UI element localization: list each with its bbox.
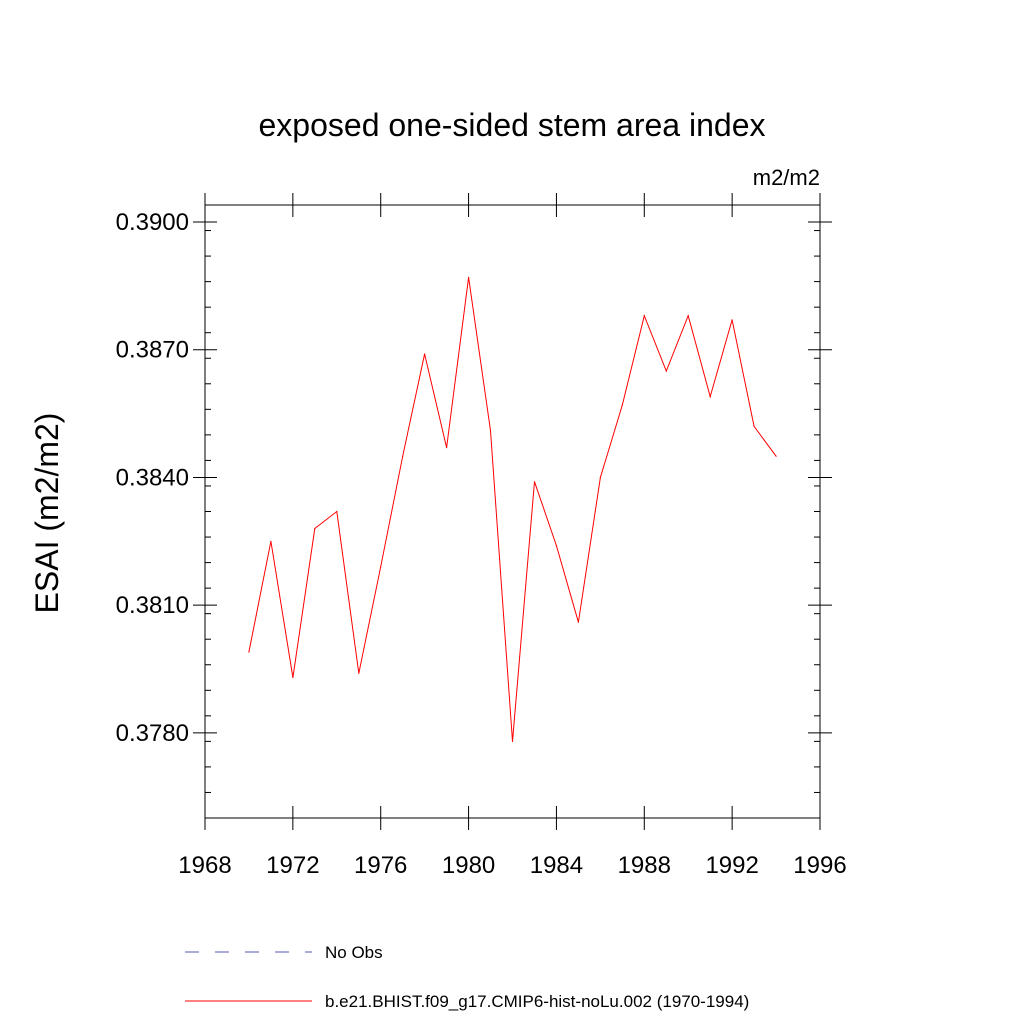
y-tick-labels: 0.3780 0.3810 0.3840 0.3870 0.3900 [116, 209, 189, 747]
legend-label: b.e21.BHIST.f09_g17.CMIP6-hist-noLu.002 … [325, 992, 749, 1011]
data-point [665, 370, 667, 372]
data-point [753, 425, 755, 427]
data-point [446, 447, 448, 449]
x-tick-label: 1972 [266, 852, 319, 879]
data-point [599, 476, 602, 478]
x-tick-label: 1984 [530, 852, 583, 879]
series-layer [248, 276, 777, 743]
plot-frame [204, 204, 821, 819]
legend: No Obs b.e21.BHIST.f09_g17.CMIP6-hist-noL… [185, 943, 749, 1011]
data-point [270, 540, 272, 542]
data-point [424, 353, 426, 355]
y-tick-label: 0.3840 [116, 464, 189, 491]
x-tick-label: 1996 [793, 852, 846, 879]
y-axis-title: ESAI (m2/m2) [29, 413, 65, 614]
data-point [336, 510, 338, 513]
data-point [358, 672, 360, 674]
y-tick-label: 0.3780 [116, 720, 189, 747]
y-tick-label: 0.3810 [116, 592, 189, 619]
data-point [292, 676, 294, 679]
x-tick-labels: 1968 1972 1976 1980 1984 1988 1992 1996 [178, 852, 846, 879]
data-point [489, 430, 492, 432]
x-tick-label: 1976 [354, 852, 407, 879]
series-line [248, 277, 777, 742]
x-tick-label: 1980 [442, 852, 495, 879]
data-point [621, 404, 623, 406]
data-point [643, 315, 645, 317]
chart-title: exposed one-sided stem area index [259, 107, 766, 143]
data-point [402, 455, 404, 457]
data-point [511, 740, 514, 743]
data-point [248, 651, 250, 653]
data-point [468, 276, 470, 278]
data-point [380, 566, 382, 568]
data-point [314, 527, 316, 530]
data-point [533, 481, 536, 483]
y-tick-label: 0.3870 [116, 337, 189, 364]
legend-label: No Obs [325, 943, 383, 962]
x-tick-label: 1968 [178, 852, 231, 879]
x-tick-label: 1988 [618, 852, 671, 879]
data-point [577, 621, 580, 623]
x-tick-label: 1992 [705, 852, 758, 879]
y-tick-label: 0.3900 [116, 209, 189, 236]
units-label: m2/m2 [753, 165, 820, 190]
data-point [775, 455, 777, 457]
axis-ticks [193, 193, 832, 830]
data-point [687, 315, 689, 317]
data-point [731, 319, 733, 321]
data-point [709, 396, 711, 398]
data-point [555, 545, 558, 547]
